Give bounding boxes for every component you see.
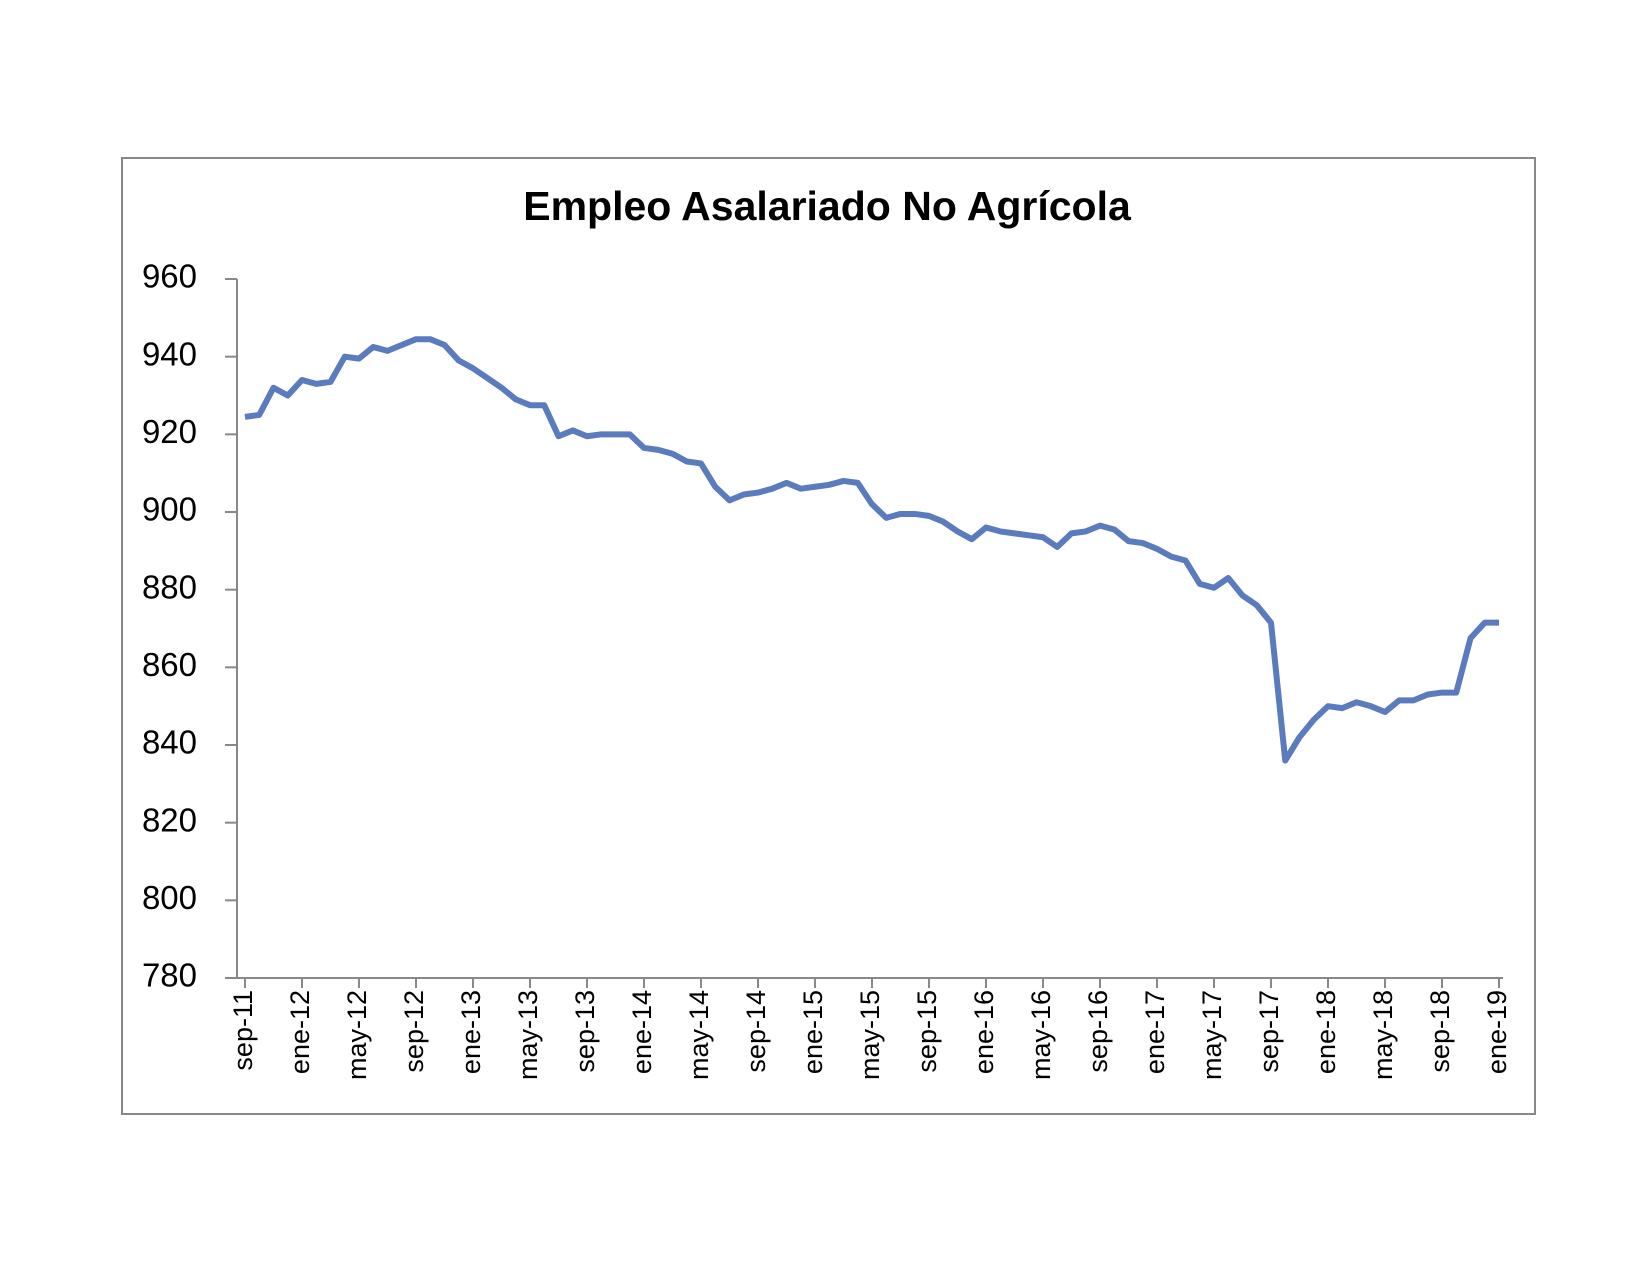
x-tick-label: sep-17: [1254, 990, 1284, 1073]
x-tick-label: may-12: [342, 990, 372, 1080]
x-tick-label: sep-11: [228, 990, 258, 1071]
y-tick-label: 800: [142, 879, 197, 916]
x-tick-label: ene-17: [1140, 990, 1170, 1074]
x-tick-label: may-13: [513, 990, 543, 1080]
y-tick-label: 920: [142, 413, 197, 450]
x-tick-label: sep-14: [741, 990, 771, 1073]
x-tick-label: sep-18: [1425, 990, 1455, 1073]
y-tick-label: 780: [142, 957, 197, 994]
x-tick-label: may-17: [1197, 990, 1227, 1080]
y-tick-label: 960: [142, 258, 197, 295]
x-tick-label: ene-12: [285, 990, 315, 1074]
chart-frame: [121, 157, 1536, 1115]
x-tick-label: may-16: [1026, 990, 1056, 1080]
y-tick-label: 940: [142, 335, 197, 372]
x-tick-label: may-18: [1368, 990, 1398, 1080]
x-tick-label: sep-12: [399, 990, 429, 1073]
y-tick-label: 840: [142, 724, 197, 761]
x-tick-label: ene-16: [969, 990, 999, 1074]
y-tick-label: 820: [142, 801, 197, 838]
x-tick-label: may-14: [684, 990, 714, 1080]
y-tick-label: 900: [142, 491, 197, 528]
data-line: [244, 336, 1499, 764]
y-tick-label: 860: [142, 646, 197, 683]
x-tick-label: ene-13: [456, 990, 486, 1074]
y-tick-label: 880: [142, 568, 197, 605]
x-tick-label: ene-19: [1482, 990, 1512, 1074]
x-tick-label: ene-14: [627, 990, 657, 1074]
chart-title: Empleo Asalariado No Agrícola: [523, 183, 1132, 229]
x-tick-label: sep-13: [570, 990, 600, 1073]
x-tick-label: may-15: [855, 990, 885, 1080]
x-tick-label: ene-18: [1311, 990, 1341, 1074]
x-tick-label: sep-15: [912, 990, 942, 1073]
x-tick-label: sep-16: [1083, 990, 1113, 1073]
x-tick-label: ene-15: [798, 990, 828, 1074]
